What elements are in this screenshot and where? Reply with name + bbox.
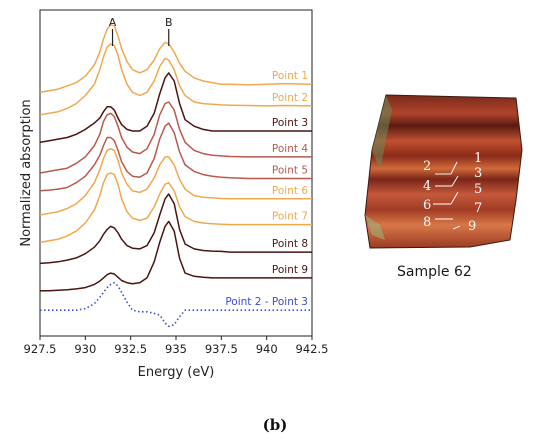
sample-marker-1: 1 [474, 151, 482, 166]
sample-marker-7: 7 [474, 201, 482, 216]
x-tick-label: 940 [256, 342, 278, 356]
series-line-point-9 [40, 220, 312, 292]
figure-caption: (b) [262, 416, 288, 434]
sample-marker-2: 2 [423, 159, 431, 174]
series-label-point-6: Point 6 [272, 185, 308, 197]
sample-weathered-corner [365, 215, 385, 240]
sample-marker-4: 4 [423, 179, 431, 194]
series-label-point-2-point-3: Point 2 - Point 3 [225, 296, 308, 308]
sample-marker-lines [433, 161, 461, 230]
series-line-point-4 [39, 101, 312, 174]
series-label-point-9: Point 9 [272, 264, 308, 276]
x-tick-label: 937.5 [205, 342, 238, 356]
series-label-point-2: Point 2 [272, 92, 308, 104]
peak-marker-label-a: A [109, 16, 117, 29]
series-label-point-8: Point 8 [272, 238, 308, 250]
sample-marker-8: 8 [423, 215, 431, 230]
sample-photo: 2 1 3 4 5 6 7 8 9 [364, 94, 523, 249]
series-line-point-5 [39, 122, 312, 192]
x-tick-layer: 927.5 930 932.5 935 937.5 940 942.5 [24, 336, 329, 356]
x-tick-label: 930 [74, 342, 96, 356]
sample-marker-6: 6 [423, 198, 431, 213]
series-line-point-2 [39, 43, 313, 116]
series-label-point-7: Point 7 [272, 211, 308, 223]
series-label-point-3: Point 3 [272, 117, 308, 129]
sample-label: Sample 62 [397, 264, 472, 280]
sample-weathered-edge [372, 95, 392, 170]
sample-marker-3: 3 [474, 166, 482, 181]
x-axis-label: Energy (eV) [138, 365, 215, 380]
series-label-point-4: Point 4 [272, 143, 308, 155]
peak-marker-label-b: B [165, 16, 173, 29]
series-line-point-8 [39, 193, 312, 265]
series-line-point-2-point-3 [40, 281, 312, 328]
series-line-point-1 [39, 23, 313, 94]
y-axis-label: Normalized absorption [19, 99, 34, 246]
x-tick-label: 942.5 [296, 342, 329, 356]
sample-marker-9: 9 [468, 219, 476, 234]
sample-stone [364, 94, 523, 249]
x-tick-label: 935 [165, 342, 187, 356]
series-label-point-1: Point 1 [272, 70, 308, 82]
series-line-point-6 [39, 148, 312, 216]
x-tick-label: 927.5 [24, 342, 57, 356]
series-line-point-7 [39, 172, 312, 244]
sample-marker-5: 5 [474, 182, 482, 197]
x-tick-label: 932.5 [114, 342, 147, 356]
series-label-point-5: Point 5 [272, 165, 308, 177]
series-layer: Point 1 Point 2 Point 3 Point 4 Point 5 Point… [39, 23, 313, 328]
series-line-point-3 [39, 72, 312, 144]
